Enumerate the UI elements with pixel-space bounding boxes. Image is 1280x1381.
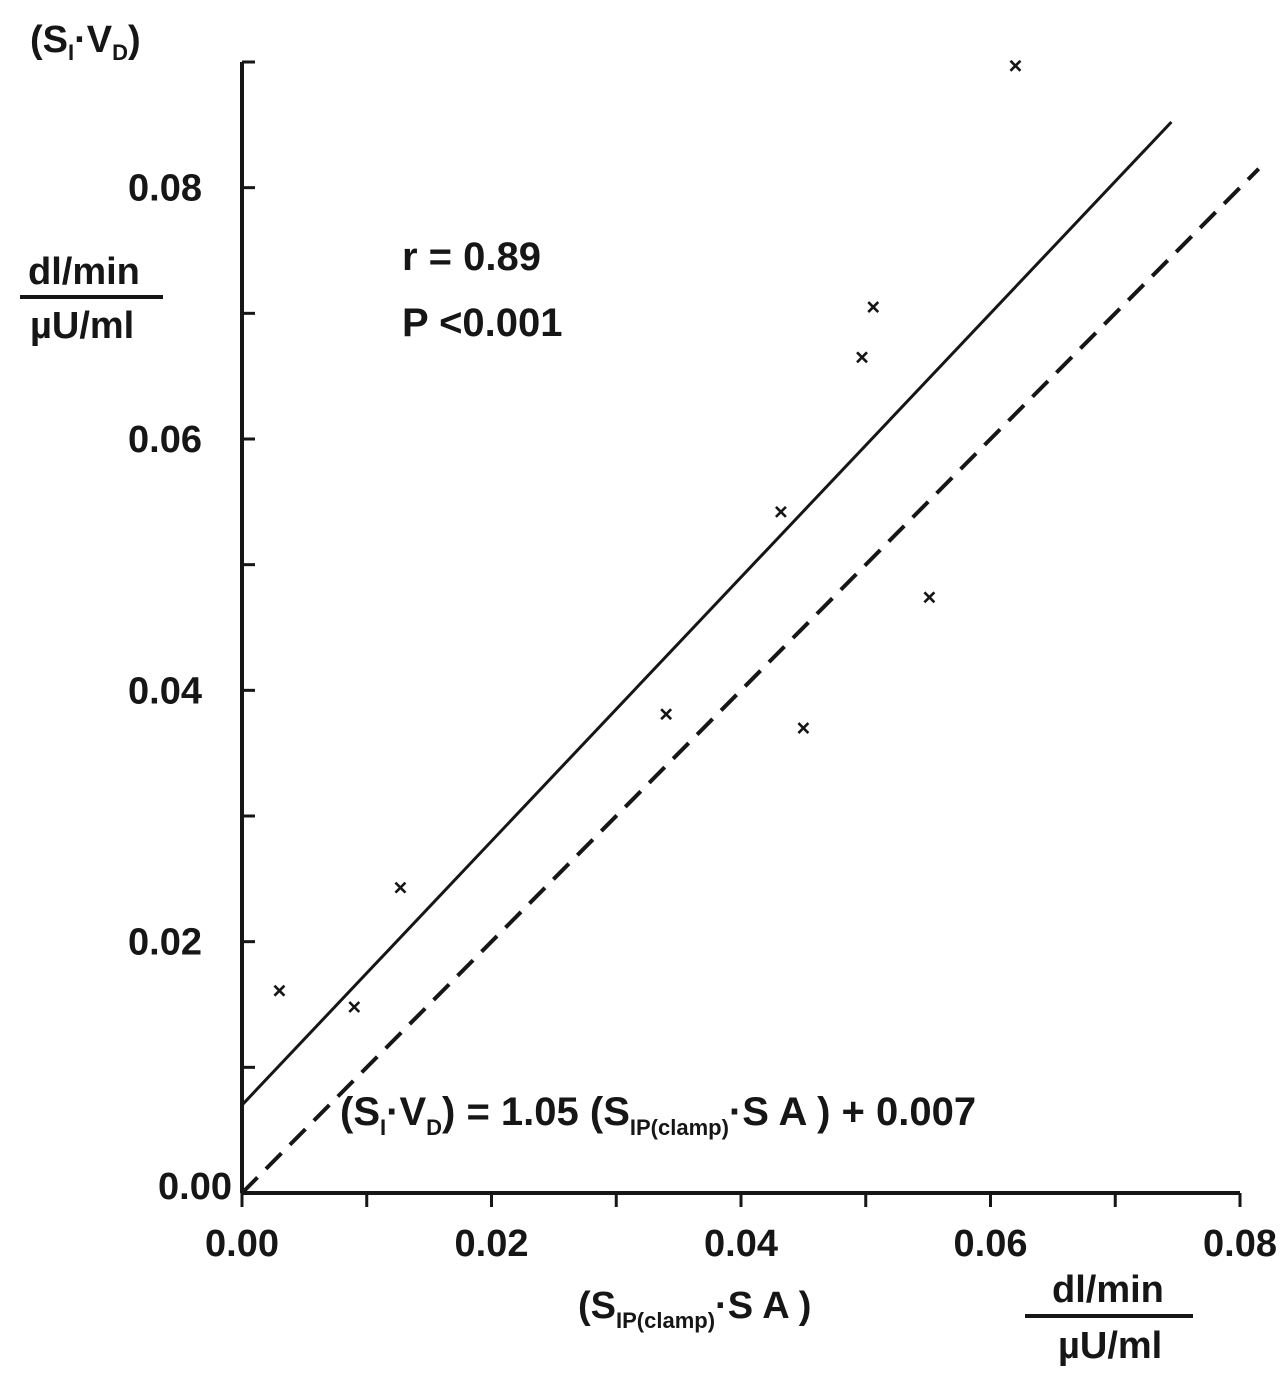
x-unit-numerator: dl/min <box>1052 1269 1164 1311</box>
y-tick-label: 0.08 <box>128 168 202 210</box>
data-point <box>348 1001 361 1013</box>
data-points <box>273 59 1022 1013</box>
data-point <box>660 708 673 721</box>
p-annotation: P <0.001 <box>402 301 563 345</box>
data-point <box>856 351 868 364</box>
y-tick-label: 0.02 <box>128 922 202 964</box>
y-axis-label: (SI·VD) <box>30 19 141 65</box>
x-tick-label: 0.02 <box>455 1223 529 1265</box>
x-tick-label: 0.08 <box>1203 1223 1277 1265</box>
data-point <box>1009 59 1022 72</box>
x-axis-label: (SIP(clamp)·S A ) <box>578 1285 811 1333</box>
y-unit-denominator: µU/ml <box>30 305 134 347</box>
regression-equation: (SI·VD) = 1.05 (SIP(clamp)·S A ) + 0.007 <box>340 1090 976 1140</box>
x-tick-label: 0.00 <box>205 1223 279 1265</box>
y-tick-label: 0.06 <box>128 419 202 461</box>
data-point <box>775 505 787 518</box>
data-point <box>273 984 286 997</box>
data-point <box>867 301 880 313</box>
y-ticks: 0.02 0.04 0.06 0.08 0.00 <box>128 60 255 1208</box>
y-tick-label: 0.04 <box>128 670 202 712</box>
regression-line <box>240 120 1173 1107</box>
x-ticks: 0.00 0.02 0.04 0.06 0.08 <box>205 1193 1277 1265</box>
x-tick-label: 0.06 <box>954 1223 1028 1265</box>
data-point <box>797 722 810 734</box>
x-unit-denominator: µU/ml <box>1058 1325 1162 1367</box>
r-annotation: r = 0.89 <box>402 235 541 279</box>
y-tick-label: 0.00 <box>158 1166 232 1208</box>
data-point <box>923 591 936 604</box>
data-point <box>394 881 407 894</box>
fit-lines <box>240 120 1261 1195</box>
x-tick-label: 0.04 <box>704 1223 778 1265</box>
identity-line-dashed <box>240 167 1261 1195</box>
y-unit-numerator: dl/min <box>28 251 140 293</box>
